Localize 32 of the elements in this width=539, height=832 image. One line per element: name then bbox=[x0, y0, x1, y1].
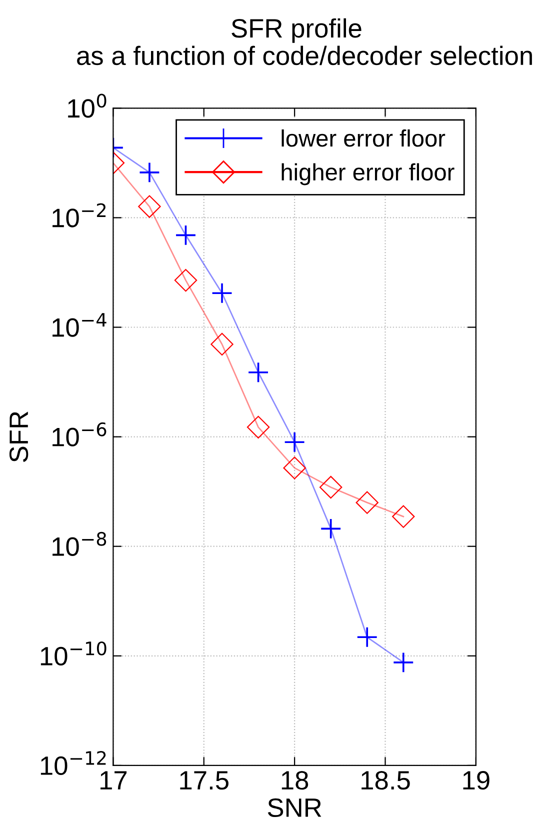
x-tick-label: 18.5 bbox=[362, 771, 410, 790]
point bbox=[319, 476, 342, 499]
y-tick-label: 10$^{−4}$ bbox=[52, 313, 106, 337]
legend-label: lower error floor bbox=[282, 129, 446, 147]
y-tick-label: 10$^{−2}$ bbox=[52, 203, 106, 228]
point bbox=[283, 456, 306, 480]
point bbox=[392, 505, 415, 528]
point bbox=[284, 431, 306, 453]
point bbox=[211, 282, 233, 304]
y-tick-label: 10$^{−6}$ bbox=[52, 422, 106, 446]
chart-subtitle: as a function of code/decoder selection bbox=[77, 46, 532, 66]
x-tick-label: 19 bbox=[463, 771, 490, 790]
legend-label: higher error floor bbox=[282, 163, 454, 186]
point bbox=[248, 362, 269, 384]
x-tick-label: 18 bbox=[282, 771, 308, 790]
point bbox=[246, 416, 270, 439]
point bbox=[210, 332, 234, 356]
point bbox=[392, 652, 414, 674]
point bbox=[138, 162, 160, 184]
x-axis-title: SNR bbox=[268, 798, 322, 818]
y-tick-label: 10$^{−8}$ bbox=[52, 532, 106, 556]
point bbox=[320, 518, 342, 540]
point bbox=[356, 491, 378, 514]
point bbox=[138, 195, 161, 218]
y-axis-title: SFR bbox=[9, 412, 28, 462]
y-tick-label: 10$^{0}$ bbox=[68, 94, 106, 118]
point bbox=[175, 224, 196, 246]
point bbox=[356, 626, 378, 648]
point bbox=[174, 268, 198, 292]
y-tick-label: 10$^{−10}$ bbox=[40, 641, 106, 666]
x-tick-label: 17.5 bbox=[180, 771, 228, 790]
chart-title: SFR profile bbox=[232, 18, 362, 43]
